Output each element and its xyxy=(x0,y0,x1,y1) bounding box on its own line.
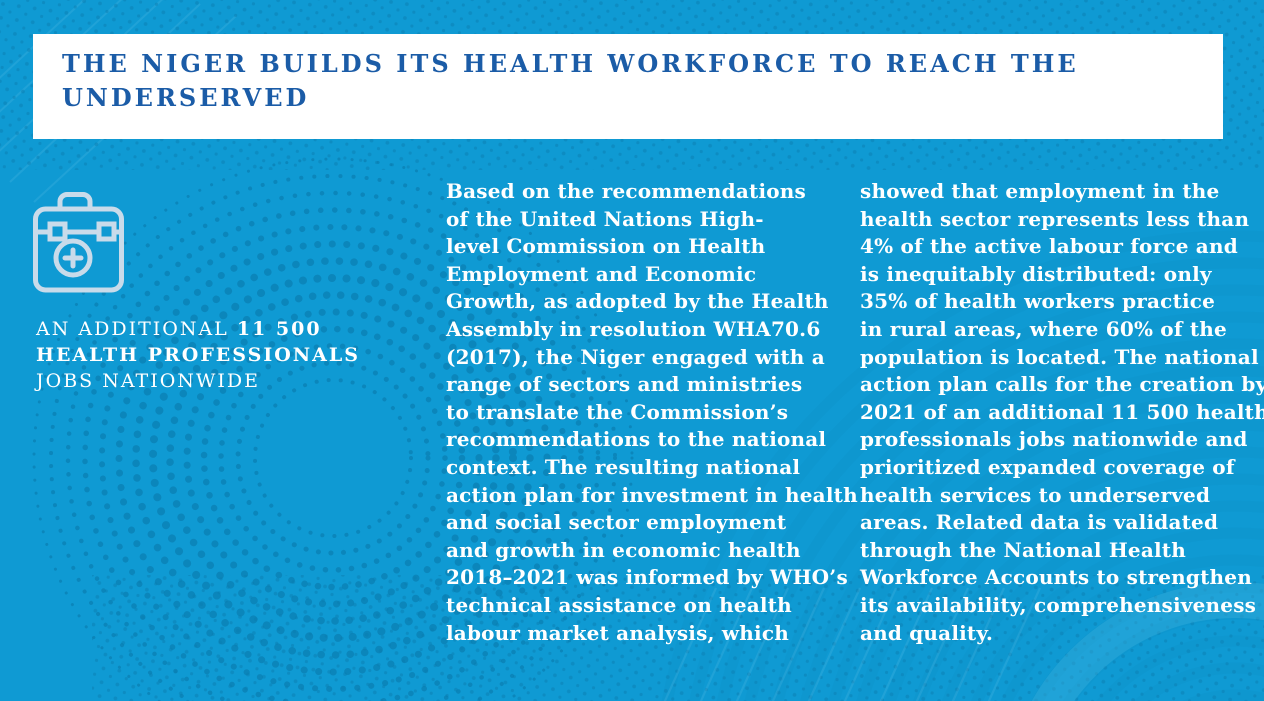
stat-caption-line-2: HEALTH PROFESSIONALS xyxy=(36,344,360,366)
text-line: Employment and Economic xyxy=(446,261,757,286)
text-line: its availability, comprehensiveness xyxy=(860,592,1257,617)
first-aid-kit-icon xyxy=(33,192,127,294)
header-panel: THE NIGER BUILDS ITS HEALTH WORKFORCE TO… xyxy=(33,34,1223,139)
text-line: level Commission on Health xyxy=(446,234,766,259)
text-line: showed that employment in the xyxy=(860,179,1220,203)
text-line: range of sectors and ministries xyxy=(446,372,803,397)
text-line: 2018–2021 was informed by WHO’s xyxy=(446,565,848,590)
kit-body xyxy=(33,206,124,293)
text-line: of the United Nations High- xyxy=(446,206,764,231)
text-line: prioritized expanded coverage of xyxy=(860,454,1235,479)
text-line: health services to underserved xyxy=(860,482,1211,507)
text-line: population is located. The national xyxy=(860,344,1259,369)
text-line: 2021 of an additional 11 500 health xyxy=(860,399,1264,424)
text-line: context. The resulting national xyxy=(446,454,801,479)
medical-cross-circle xyxy=(53,238,93,278)
body-text-column-1: Based on the recommendations of the Unite… xyxy=(446,178,858,647)
body-text-column-2: showed that employment in the health sect… xyxy=(860,178,1264,647)
text-line: action plan for investment in health xyxy=(446,482,858,507)
text-line: to translate the Commission’s xyxy=(446,399,789,424)
text-line: professionals jobs nationwide and xyxy=(860,427,1248,452)
kit-buckle-left xyxy=(47,221,68,242)
stat-caption-line-1: AN ADDITIONAL 11 500 xyxy=(36,316,381,342)
text-line: is inequitably distributed: only xyxy=(860,261,1212,286)
text-line: health sector represents less than xyxy=(860,206,1250,231)
text-line: 4% of the active labour force and xyxy=(860,234,1238,259)
text-line: UNDERSERVED xyxy=(62,83,310,112)
text-line: technical assistance on health xyxy=(446,592,792,617)
stat-prefix: AN ADDITIONAL xyxy=(36,318,237,340)
concentric-rings-pattern xyxy=(661,230,1264,701)
text-line: and social sector employment xyxy=(446,510,787,535)
text-line: 35% of health workers practice xyxy=(860,289,1216,314)
text-line: THE NIGER BUILDS ITS HEALTH WORKFORCE TO… xyxy=(62,49,1079,78)
text-line: Based on the recommendations xyxy=(446,179,806,203)
halftone-band-bottom xyxy=(92,575,1264,701)
stat-caption: AN ADDITIONAL 11 500 HEALTH PROFESSIONAL… xyxy=(36,316,381,394)
text-line: labour market analysis, which xyxy=(446,620,789,645)
stat-value: 11 500 xyxy=(236,318,322,340)
text-line: (2017), the Niger engaged with a xyxy=(446,344,825,369)
kit-buckle-right xyxy=(96,221,117,242)
text-line: in rural areas, where 60% of the xyxy=(860,316,1227,341)
text-line: action plan calls for the creation by xyxy=(860,372,1264,397)
page-title: THE NIGER BUILDS ITS HEALTH WORKFORCE TO… xyxy=(62,47,1079,115)
diagonal-hatch-bottom xyxy=(663,587,1042,701)
text-line: Growth, as adopted by the Health xyxy=(446,289,829,314)
text-line: through the National Health xyxy=(860,537,1186,562)
dotted-circles-pattern xyxy=(32,157,634,701)
text-line: and quality. xyxy=(860,620,994,645)
light-swoosh-arc xyxy=(1031,582,1264,701)
text-line: areas. Related data is validated xyxy=(860,510,1219,535)
text-line: Workforce Accounts to strengthen xyxy=(860,565,1252,590)
stat-caption-line-3: JOBS NATIONWIDE xyxy=(36,370,261,392)
text-line: and growth in economic health xyxy=(446,537,801,562)
text-line: recommendations to the national xyxy=(446,427,827,452)
text-line: Assembly in resolution WHA70.6 xyxy=(446,316,821,341)
